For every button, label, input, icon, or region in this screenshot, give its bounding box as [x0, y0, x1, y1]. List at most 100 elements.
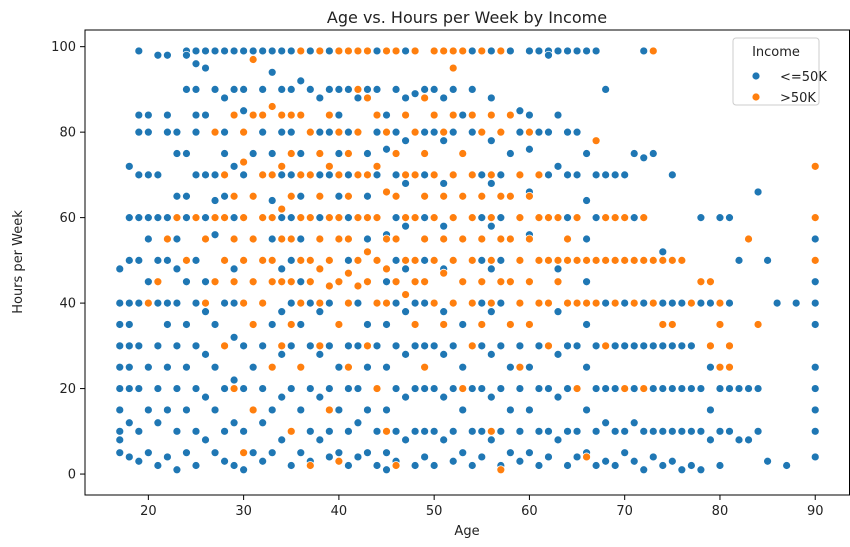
data-point [353, 452, 363, 462]
data-point [391, 149, 401, 158]
data-point [172, 234, 182, 244]
data-point [486, 213, 496, 223]
data-point [477, 384, 487, 393]
data-point [601, 170, 611, 180]
data-point [629, 255, 639, 265]
data-point [429, 426, 439, 436]
data-point [525, 362, 534, 372]
data-point [401, 46, 410, 56]
data-point [486, 93, 496, 103]
data-point [277, 161, 287, 171]
data-point [363, 234, 372, 244]
data-point [324, 452, 334, 462]
data-point [410, 461, 420, 470]
data-point [334, 320, 344, 329]
data-point [143, 448, 153, 458]
data-point [229, 375, 239, 385]
data-point [382, 298, 391, 308]
data-point [286, 85, 296, 94]
data-point [172, 264, 182, 274]
data-point [458, 149, 468, 158]
data-point [258, 384, 268, 393]
data-point [706, 405, 715, 415]
data-point [458, 191, 468, 201]
data-point [534, 341, 544, 351]
data-point [334, 149, 344, 158]
data-point [153, 213, 163, 223]
data-point [201, 213, 210, 223]
data-point [182, 191, 191, 201]
data-point [286, 298, 296, 308]
data-point [353, 170, 363, 180]
data-point [315, 435, 325, 445]
data-point [401, 93, 410, 103]
data-point [410, 384, 420, 393]
data-point [286, 110, 296, 120]
y-tick-label: 60 [59, 211, 76, 226]
data-point [324, 298, 334, 308]
data-point [563, 255, 572, 265]
data-point [591, 426, 601, 436]
data-point [420, 191, 430, 201]
data-point [391, 341, 401, 351]
data-point [706, 435, 715, 445]
data-point [353, 341, 363, 351]
data-point [525, 234, 534, 244]
data-point [201, 435, 210, 445]
data-point [220, 191, 229, 201]
data-point [458, 448, 468, 458]
data-point [477, 320, 487, 329]
data-point [353, 93, 363, 103]
data-point [210, 362, 220, 372]
data-point [810, 405, 820, 415]
data-point [267, 213, 277, 223]
data-point [420, 170, 430, 180]
data-point [258, 46, 268, 56]
data-point [591, 136, 601, 146]
data-point [305, 426, 315, 436]
data-point [172, 426, 182, 436]
data-point [667, 384, 677, 393]
data-point [496, 170, 506, 180]
y-tick-label: 20 [59, 382, 76, 397]
data-point [372, 341, 382, 351]
data-point [239, 384, 249, 393]
data-point [134, 127, 144, 137]
data-point [553, 307, 563, 317]
data-point [629, 298, 639, 308]
data-point [286, 341, 296, 351]
data-point [658, 341, 668, 351]
data-point [363, 277, 372, 287]
data-point [477, 452, 487, 462]
data-point [515, 362, 525, 372]
data-point [563, 461, 572, 470]
data-point [553, 46, 563, 56]
data-point [191, 213, 201, 223]
data-point [229, 85, 239, 94]
data-point [534, 170, 544, 180]
data-point [286, 213, 296, 223]
data-point [305, 170, 315, 180]
data-point [563, 46, 572, 56]
data-point [277, 435, 287, 445]
data-point [124, 452, 134, 462]
data-point [439, 307, 449, 317]
data-point [115, 384, 125, 393]
data-point [286, 320, 296, 329]
data-point [658, 384, 668, 393]
data-point [153, 418, 163, 428]
data-point [410, 255, 420, 265]
data-point [229, 332, 239, 342]
data-point [448, 127, 458, 137]
data-point [248, 110, 258, 120]
data-point [534, 46, 544, 56]
data-point [401, 392, 410, 402]
data-point [134, 384, 144, 393]
data-point [582, 277, 591, 287]
data-point [267, 255, 277, 265]
data-point [639, 255, 649, 265]
data-point [353, 298, 363, 308]
data-point [486, 179, 496, 188]
data-point [305, 341, 315, 351]
data-point [706, 341, 715, 351]
